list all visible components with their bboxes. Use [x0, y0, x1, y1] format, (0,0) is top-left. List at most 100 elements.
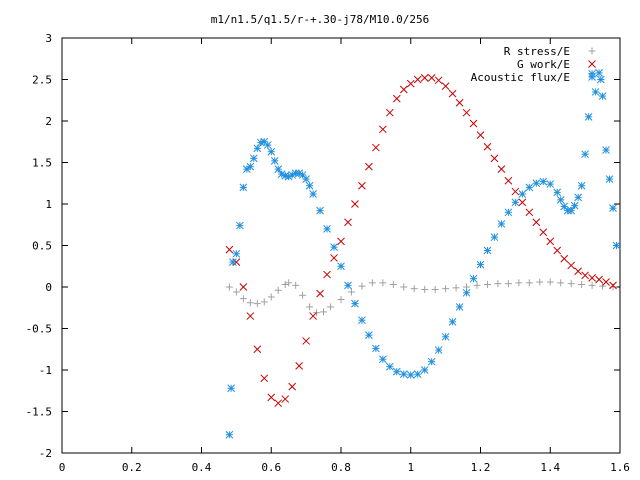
data-point: [225, 245, 234, 254]
series-1: [225, 278, 617, 317]
data-point: [267, 393, 276, 402]
data-point: [358, 282, 366, 290]
data-point: [455, 98, 464, 107]
data-point: [239, 295, 247, 303]
data-point: [263, 141, 272, 149]
data-point: [525, 279, 533, 287]
data-point: [584, 112, 593, 121]
data-point: [441, 82, 450, 90]
data-point: [229, 258, 237, 266]
data-point: [462, 108, 471, 117]
x-tick-label: 0.6: [261, 461, 281, 474]
data-point: [292, 281, 300, 289]
data-point: [337, 262, 345, 271]
data-point: [351, 299, 359, 308]
data-point: [274, 399, 283, 408]
data-point: [452, 284, 460, 292]
data-point: [609, 283, 617, 291]
data-point: [330, 254, 338, 262]
data-point: [285, 279, 293, 287]
data-point: [536, 278, 544, 286]
data-point: [476, 131, 485, 139]
y-tick-label: 2.5: [32, 74, 52, 87]
data-point: [476, 260, 485, 269]
data-point: [413, 370, 422, 379]
x-tick-label: 1.6: [610, 461, 630, 474]
data-point: [595, 275, 603, 284]
y-tick-label: 1.5: [32, 157, 52, 170]
data-point: [309, 190, 317, 198]
data-point: [473, 281, 481, 289]
x-axis: 0 0.2 0.4 0.6 0.8 1 1.2 1.4 1.6: [59, 38, 630, 474]
data-point: [596, 75, 605, 84]
data-point: [578, 281, 586, 289]
x-tick-label: 1.2: [471, 461, 491, 474]
data-point: [441, 332, 450, 341]
data-point: [302, 175, 310, 183]
data-point: [469, 119, 478, 128]
data-point: [337, 237, 345, 246]
data-point: [577, 181, 586, 190]
data-point: [588, 281, 596, 289]
data-point: [298, 171, 307, 179]
data-point: [504, 176, 513, 185]
data-point: [420, 366, 429, 374]
y-tick-label: -1: [39, 364, 52, 377]
data-point: [232, 249, 241, 258]
data-point: [599, 282, 607, 290]
data-point: [556, 195, 565, 204]
data-point: [434, 76, 443, 85]
data-point: [497, 165, 506, 173]
data-point: [497, 220, 506, 228]
data-point: [274, 286, 282, 294]
data-point: [267, 147, 276, 156]
data-point: [462, 288, 471, 297]
data-point: [539, 177, 548, 186]
series-3: [225, 69, 621, 439]
y-tick-label: -0.5: [26, 323, 53, 336]
legend-marker: [588, 47, 596, 55]
data-point: [246, 299, 254, 307]
data-point: [574, 267, 583, 276]
legend-marker: [588, 60, 596, 68]
x-tick-label: 0.4: [192, 461, 212, 474]
data-point: [448, 318, 457, 326]
data-point: [225, 283, 233, 291]
data-point: [344, 218, 352, 227]
data-point: [434, 346, 443, 354]
data-point: [539, 228, 548, 237]
data-point: [504, 280, 512, 288]
data-point: [546, 278, 554, 286]
data-point: [365, 331, 373, 339]
data-point: [546, 180, 555, 188]
data-point: [570, 201, 579, 210]
data-point: [567, 206, 576, 215]
data-point: [406, 79, 415, 88]
data-point: [378, 355, 387, 364]
data-point: [260, 374, 269, 383]
data-point: [525, 183, 534, 192]
data-point: [299, 291, 307, 299]
data-point: [609, 204, 617, 213]
data-point: [327, 303, 335, 311]
data-point: [581, 271, 589, 280]
y-tick-label: 2: [45, 115, 52, 128]
data-point: [253, 300, 261, 308]
data-point: [483, 281, 491, 289]
data-point: [602, 278, 610, 286]
y-tick-label: 0.5: [32, 240, 52, 253]
data-point: [609, 281, 617, 290]
data-point: [368, 279, 376, 287]
data-point: [288, 382, 297, 391]
data-point: [281, 395, 290, 403]
data-point: [253, 345, 262, 354]
data-point: [413, 75, 422, 84]
data-point: [358, 181, 366, 190]
data-point: [557, 279, 565, 287]
data-point: [442, 285, 450, 293]
data-point: [385, 362, 394, 371]
data-point: [406, 371, 415, 379]
x-tick-label: 1: [407, 461, 414, 474]
data-point: [246, 162, 255, 171]
